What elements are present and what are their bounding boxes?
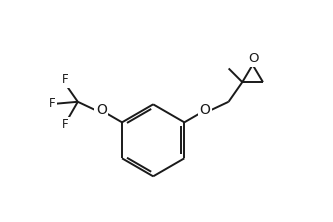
Text: O: O	[96, 103, 107, 117]
Text: F: F	[62, 73, 69, 86]
Text: F: F	[49, 97, 55, 110]
Text: O: O	[200, 103, 210, 117]
Text: O: O	[248, 52, 258, 65]
Text: F: F	[62, 118, 69, 131]
